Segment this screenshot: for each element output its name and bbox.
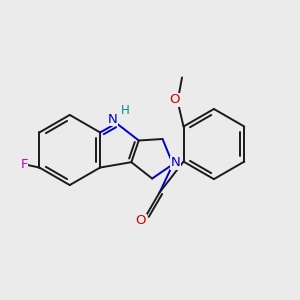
Text: N: N bbox=[171, 156, 181, 169]
Text: N: N bbox=[108, 112, 118, 126]
Text: F: F bbox=[20, 158, 28, 171]
Text: H: H bbox=[120, 104, 129, 117]
Text: F: F bbox=[20, 158, 27, 171]
Text: O: O bbox=[169, 93, 180, 106]
Text: O: O bbox=[136, 214, 146, 227]
